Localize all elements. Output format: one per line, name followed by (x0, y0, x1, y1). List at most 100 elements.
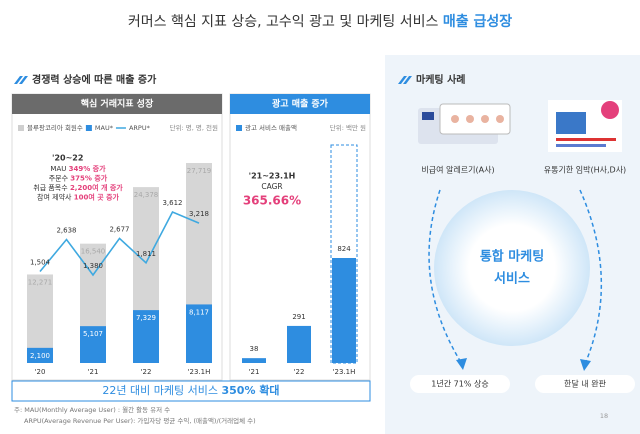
legend-label: 광고 서비스 매출액 (245, 123, 297, 132)
annotation-line: 참여 제약사 100여 곳 증가 (37, 193, 119, 202)
title-highlight: 매출 급성장 (443, 13, 512, 30)
annotation-line: MAU 349% 증가 (50, 164, 106, 173)
value-label: 3,612 (162, 199, 182, 207)
value-label: 5,107 (83, 330, 103, 338)
legend-swatch (236, 125, 242, 131)
value-label: 16,540 (81, 248, 106, 256)
text-line (556, 138, 616, 141)
chart-title: 광고 매출 증가 (272, 98, 329, 110)
legend-label: MAU* (95, 124, 114, 132)
annotation-highlight: 375% 증가 (70, 174, 108, 183)
chart-header (230, 94, 370, 114)
sale-badge (601, 101, 619, 119)
annotation-title: '21~23.1H (249, 172, 296, 181)
value-label: 1,811 (136, 250, 156, 258)
unit-label: 단위: 백만 원 (330, 123, 366, 132)
pill (451, 115, 459, 123)
center-text: 통합 마케팅 (480, 249, 544, 265)
summary-text: 22년 대비 마케팅 서비스 (102, 384, 218, 397)
annotation-label: MAU (50, 165, 66, 173)
annotation-title: '20~22 (52, 154, 83, 163)
value-label: 2,100 (30, 352, 50, 360)
pill (466, 115, 474, 123)
section-heading: 마케팅 사례 (416, 73, 465, 86)
legend-label: ARPU* (129, 124, 151, 132)
case-image (418, 103, 511, 144)
text-line (556, 144, 606, 147)
result-pill (410, 375, 510, 393)
x-tick-label: '20 (35, 368, 46, 376)
value-label: 7,329 (136, 314, 156, 322)
case-result: 한달 내 완판 (564, 380, 607, 389)
right-heading: 마케팅 사례 (398, 73, 465, 86)
bar (80, 326, 106, 363)
unit-label: 단위: 명, 명, 천원 (170, 123, 218, 132)
legend-swatch (18, 125, 24, 131)
arrow-head (580, 359, 591, 371)
annotation-label: 주문수 (49, 175, 69, 183)
annotation-highlight: 349% 증가 (69, 164, 107, 173)
blister-pack (439, 103, 511, 135)
annotation-line: 취급 품목수 2,200여 개 증가 (33, 183, 123, 192)
arrow (428, 189, 463, 365)
bar (133, 310, 159, 363)
section-heading: 경쟁력 상승에 따른 매출 증가 (32, 73, 157, 86)
chart-header (12, 94, 222, 114)
case-label: 비급여 알레르기(A사) (421, 165, 494, 175)
legend-label: 블루팡코리아 회원수 (27, 123, 83, 132)
value-label: 1,380 (83, 262, 103, 270)
summary: 22년 대비 마케팅 서비스 350% 확대 (102, 383, 279, 397)
annotation-line: 주문수 375% 증가 (49, 174, 108, 183)
logo (422, 112, 434, 120)
result-pill (535, 375, 635, 393)
x-tick-label: '23.1H (188, 368, 211, 376)
summary-box (11, 380, 371, 402)
x-tick-label: '21 (88, 368, 99, 376)
case-result: 1년간 71% 상승 (431, 379, 488, 389)
case-label: 유통기한 임박(H사,D사) (544, 165, 626, 175)
value-label: 38 (250, 345, 259, 353)
x-tick-label: '21 (249, 368, 260, 376)
value-label: 27,719 (187, 167, 212, 175)
pill (481, 115, 489, 123)
annotation-highlight: 100여 곳 증가 (74, 193, 120, 202)
annotation-label: 취급 품목수 (33, 184, 68, 192)
x-tick-label: '22 (141, 368, 152, 376)
legend-swatch (85, 125, 92, 131)
left-heading: 경쟁력 상승에 따른 매출 증가 (14, 73, 157, 86)
bar (242, 358, 266, 363)
arrow-head (456, 358, 467, 370)
x-tick-label: '22 (294, 368, 305, 376)
bar (287, 325, 311, 363)
value-label: 824 (337, 245, 351, 253)
value-label: 24,378 (134, 191, 159, 199)
arrow (579, 189, 602, 365)
chart-title: 핵심 거래지표 성장 (81, 98, 154, 110)
product-box (556, 112, 586, 134)
title-main: 커머스 핵심 지표 상승, 고수익 광고 및 마케팅 서비스 (128, 14, 439, 30)
annotation-label: 참여 제약사 (37, 193, 72, 202)
center-text: 서비스 (494, 272, 530, 287)
slide-title: 커머스 핵심 지표 상승, 고수익 광고 및 마케팅 서비스 매출 급성장 (128, 13, 512, 30)
annotation-label: CAGR (261, 182, 282, 191)
annotation-highlight: 2,200여 개 증가 (70, 183, 123, 192)
center-circle (434, 190, 590, 346)
line (39, 210, 200, 277)
x-tick-label: '23.1H (333, 368, 356, 376)
annotation-value: 365.66% (243, 194, 301, 208)
value-label: 8,117 (189, 308, 209, 316)
footnote: ARPU(Average Revenue Per User): 가입자당 평균 … (24, 416, 256, 425)
bar (186, 304, 212, 363)
heading-icon (14, 76, 28, 84)
heading-icon (398, 76, 412, 84)
page-number: 18 (600, 412, 608, 420)
bar (27, 347, 53, 363)
value-label: 2,638 (56, 226, 76, 234)
summary-highlight: 350% 확대 (222, 383, 280, 397)
value-label: 12,271 (28, 278, 53, 286)
pill (496, 115, 504, 123)
footnote: 주: MAU(Monthly Average User) : 월간 활동 유저 … (14, 405, 170, 414)
case-image (548, 100, 622, 152)
value-label: 1,504 (30, 259, 51, 267)
